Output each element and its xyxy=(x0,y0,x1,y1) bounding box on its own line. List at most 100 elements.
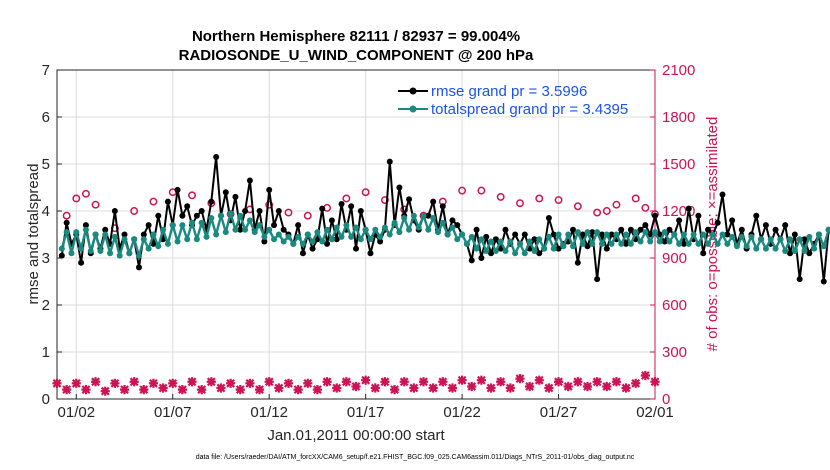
totalspread-point xyxy=(73,229,80,236)
legend: rmse grand pr = 3.5996 totalspread grand… xyxy=(398,83,628,118)
rmse-point xyxy=(695,212,702,219)
obs-assimilated-point xyxy=(650,377,660,387)
rmse-point xyxy=(271,222,278,229)
rmse-point xyxy=(406,196,413,203)
totalspread-point xyxy=(164,240,171,247)
totalspread-point xyxy=(700,231,707,238)
totalspread-point xyxy=(256,222,263,229)
rmse-point xyxy=(324,240,331,247)
totalspread-point xyxy=(497,238,504,245)
rmse-point xyxy=(603,245,610,252)
totalspread-point xyxy=(598,240,605,247)
rmse-point xyxy=(357,208,364,214)
y-tick-label: 4 xyxy=(42,203,50,220)
totalspread-point xyxy=(184,236,191,243)
x-tick-label: 02/01 xyxy=(636,404,674,421)
totalspread-point xyxy=(724,240,731,247)
obs-assimilated-point xyxy=(447,383,458,393)
rmse-point xyxy=(531,236,538,243)
rmse-point xyxy=(333,236,340,243)
x-tick-label: 01/12 xyxy=(250,404,288,421)
y-ticks: 0 1 2 3 4 5 6 7 xyxy=(42,62,62,408)
x-tick-label: 01/07 xyxy=(154,404,192,421)
rmse-point xyxy=(642,222,649,229)
rmse-point xyxy=(299,250,306,257)
obs-possible-point xyxy=(593,208,602,217)
rmse-point xyxy=(454,222,461,229)
totalspread-point xyxy=(290,240,297,247)
totalspread-point xyxy=(695,240,702,247)
obs-assimilated-point xyxy=(283,378,294,388)
obs-assimilated-point xyxy=(409,383,419,393)
totalspread-point xyxy=(391,219,398,226)
obs-assimilated-point xyxy=(496,377,506,387)
totalspread-point xyxy=(92,231,99,238)
totalspread-point xyxy=(680,231,687,238)
obs-assimilated-point xyxy=(90,377,101,387)
totalspread-point xyxy=(772,245,779,252)
totalspread-point xyxy=(661,229,668,236)
rmse-point xyxy=(820,278,827,285)
totalspread-point xyxy=(758,236,765,243)
totalspread-point xyxy=(401,215,408,222)
rmse-point xyxy=(806,250,813,257)
totalspread-point xyxy=(473,245,480,252)
rmse-point xyxy=(478,255,485,261)
obs-assimilated-point xyxy=(582,381,593,392)
totalspread-point xyxy=(304,231,311,238)
totalspread-point xyxy=(594,229,601,236)
rmse-point xyxy=(796,276,803,283)
rmse-point xyxy=(685,205,692,212)
totalspread-point xyxy=(570,243,577,250)
totalspread-point xyxy=(642,229,649,236)
totalspread-point xyxy=(126,250,133,257)
rmse-point xyxy=(58,252,65,259)
obs-assimilated-point xyxy=(544,383,554,393)
totalspread-point xyxy=(217,212,224,219)
totalspread-point xyxy=(584,229,591,236)
obs-assimilated-point xyxy=(380,377,390,387)
rmse-point xyxy=(63,219,70,226)
rmse-point xyxy=(111,208,118,214)
totalspread-point xyxy=(348,233,355,240)
obs-possible-point xyxy=(265,200,274,209)
rmse-point xyxy=(652,212,658,219)
rmse-point xyxy=(367,250,374,257)
obs-possible-point xyxy=(91,200,100,209)
rmse-point xyxy=(772,226,779,233)
rmse-point xyxy=(386,158,393,165)
totalspread-point xyxy=(656,238,663,245)
rmse-point xyxy=(237,226,244,233)
totalspread-point xyxy=(208,215,215,222)
totalspread-point xyxy=(468,233,475,240)
totalspread-point xyxy=(227,210,234,217)
obs-possible-point xyxy=(303,211,312,220)
totalspread-point xyxy=(801,247,808,254)
rmse-point xyxy=(377,238,384,245)
obs-assimilated-point xyxy=(216,383,226,393)
rmse-point xyxy=(198,208,205,214)
totalspread-point xyxy=(343,222,350,229)
totalspread-point xyxy=(222,229,229,236)
y-right-tick-label: 2100 xyxy=(662,62,695,79)
obs-assimilated-point xyxy=(370,383,380,393)
obs-possible-point xyxy=(380,196,389,204)
rmse-point xyxy=(512,231,519,238)
x-tick-label: 01/17 xyxy=(347,404,385,421)
totalspread-point xyxy=(439,219,446,226)
totalspread-point xyxy=(478,236,485,243)
totalspread-point xyxy=(762,245,769,252)
obs-assimilated-point xyxy=(100,386,110,396)
rmse-point xyxy=(729,217,736,224)
obs-assimilated-point xyxy=(361,375,371,385)
totalspread-point xyxy=(444,231,451,238)
totalspread-point xyxy=(97,247,104,254)
obs-assimilated-point xyxy=(245,378,255,388)
totalspread-point xyxy=(140,236,147,243)
rmse-point xyxy=(102,226,109,233)
totalspread-point xyxy=(767,236,774,243)
obs-assimilated-point xyxy=(206,377,216,387)
totalspread-point xyxy=(623,231,630,238)
totalspread-point xyxy=(825,226,830,233)
